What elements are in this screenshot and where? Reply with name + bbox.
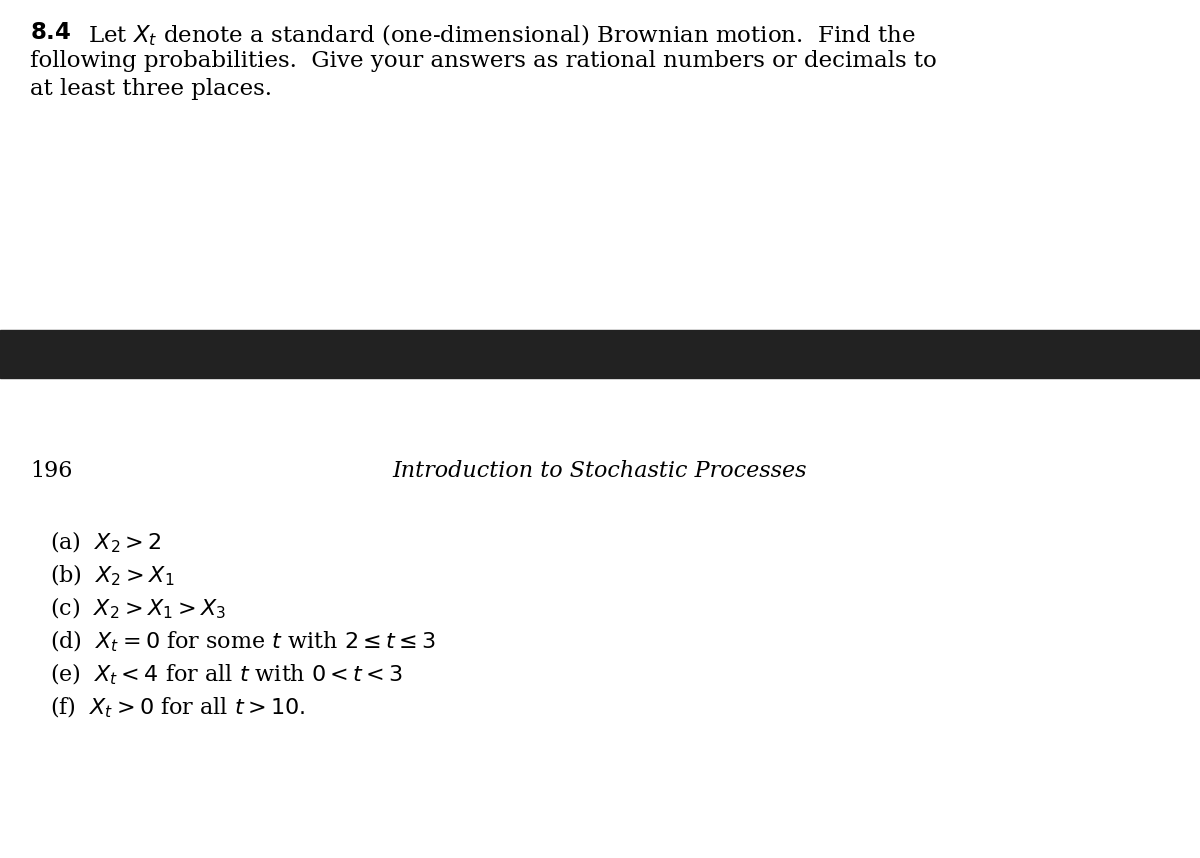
Text: (d)  $X_t = 0$ for some $t$ with $2 \leq t \leq 3$: (d) $X_t = 0$ for some $t$ with $2 \leq … [50,629,436,654]
Text: Introduction to Stochastic Processes: Introduction to Stochastic Processes [392,460,808,482]
Text: following probabilities.  Give your answers as rational numbers or decimals to: following probabilities. Give your answe… [30,50,937,72]
Text: (b)  $X_2 > X_1$: (b) $X_2 > X_1$ [50,563,174,589]
Text: (f)  $X_t > 0$ for all $t > 10.$: (f) $X_t > 0$ for all $t > 10.$ [50,695,305,720]
Bar [0,330,1200,378]
Text: $\mathbf{8.4}$: $\mathbf{8.4}$ [30,22,72,44]
Text: at least three places.: at least three places. [30,78,272,100]
Text: (c)  $X_2 > X_1 > X_3$: (c) $X_2 > X_1 > X_3$ [50,596,226,621]
Text: (a)  $X_2 > 2$: (a) $X_2 > 2$ [50,530,162,555]
Text: (e)  $X_t < 4$ for all $t$ with $0 < t < 3$: (e) $X_t < 4$ for all $t$ with $0 < t < … [50,662,403,687]
Text: 196: 196 [30,460,72,482]
Text: Let $X_t$ denote a standard (one-dimensional) Brownian motion.  Find the: Let $X_t$ denote a standard (one-dimensi… [88,22,916,48]
